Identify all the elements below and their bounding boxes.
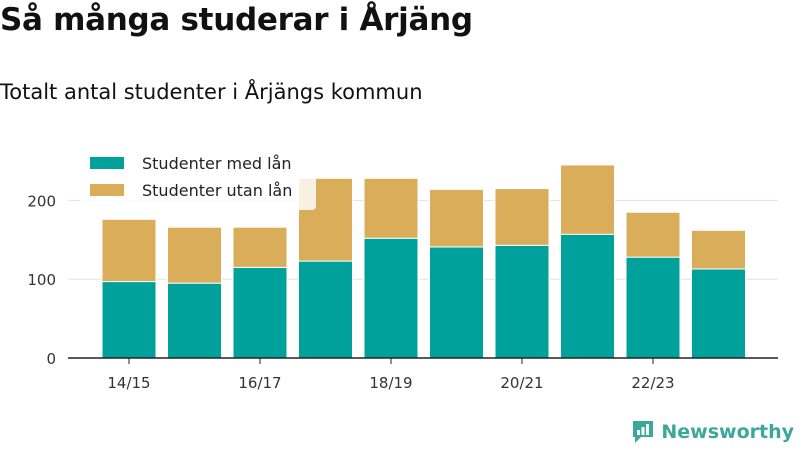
bar-without-loan (101, 218, 157, 283)
legend-background (80, 148, 316, 210)
chart-subtitle: Totalt antal studenter i Årjängs kommun (0, 80, 423, 104)
bar-with-loan (101, 281, 157, 359)
chart-title: Så många studerar i Årjäng (0, 2, 473, 38)
x-tick-label: 22/23 (631, 374, 674, 392)
x-tick-label: 20/21 (500, 374, 543, 392)
legend-swatch (90, 184, 124, 196)
brand[interactable]: Newsworthy (631, 419, 794, 445)
bar-without-loan (560, 164, 615, 235)
bar-without-loan (298, 177, 353, 262)
bar-with-loan (560, 233, 615, 359)
bar-with-loan (625, 256, 681, 359)
brand-name: Newsworthy (661, 421, 794, 443)
bar-without-loan (691, 229, 746, 270)
x-tick-label: 14/15 (107, 374, 150, 392)
legend-swatch (90, 157, 124, 169)
x-tick-label: 18/19 (369, 374, 412, 392)
bar-with-loan (363, 237, 419, 359)
bar-with-loan (429, 246, 484, 359)
bar-without-loan (429, 188, 484, 248)
x-tick-label: 16/17 (238, 374, 281, 392)
bar-without-loan (232, 226, 288, 268)
bar-with-loan (167, 282, 222, 359)
legend-label: Studenter med lån (142, 154, 292, 173)
bar-with-loan (494, 244, 550, 359)
y-tick-label: 100 (27, 271, 56, 289)
bar-without-loan (625, 211, 681, 258)
y-tick-label: 200 (27, 192, 56, 210)
bar-with-loan (232, 266, 288, 359)
newsworthy-logo-icon (633, 421, 654, 443)
bar-without-loan (363, 177, 419, 239)
bar-with-loan (298, 260, 353, 359)
legend-label: Studenter utan lån (142, 181, 292, 200)
bar-without-loan (167, 226, 222, 284)
bar-without-loan (494, 188, 550, 246)
y-tick-label: 0 (46, 350, 56, 368)
bar-with-loan (691, 268, 746, 359)
